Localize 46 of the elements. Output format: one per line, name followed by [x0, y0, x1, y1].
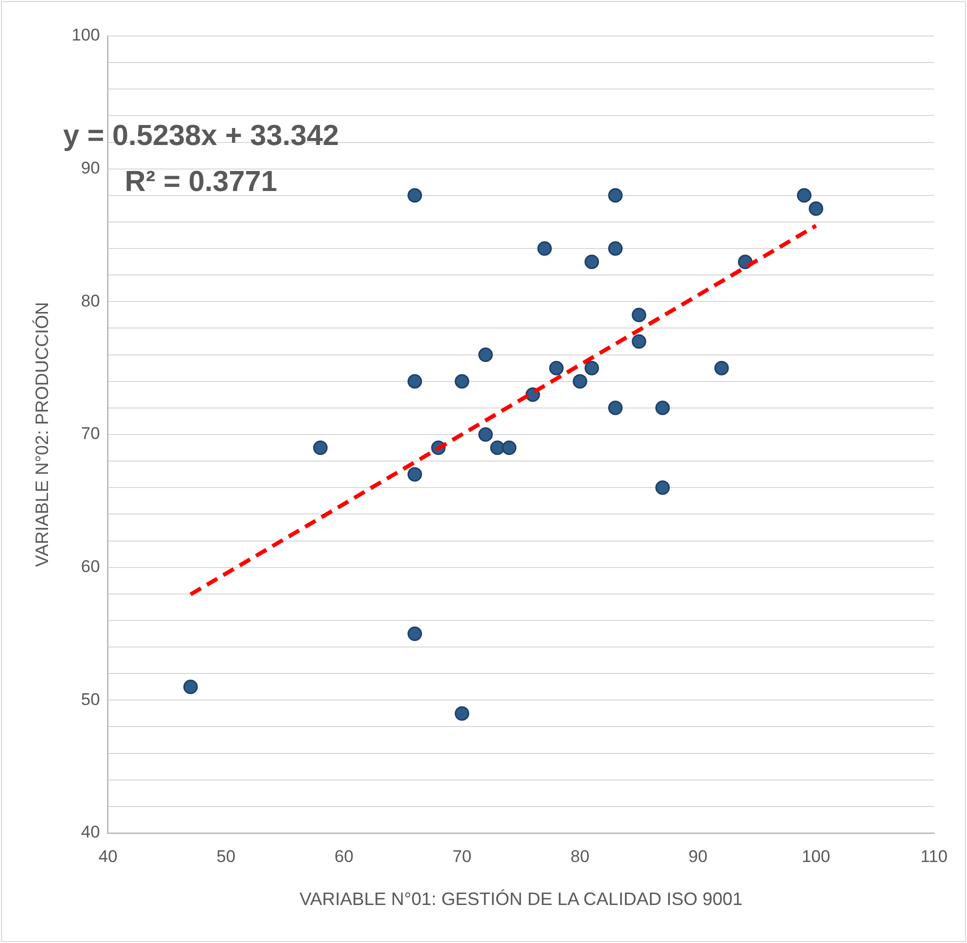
point	[408, 467, 422, 482]
point	[584, 254, 600, 270]
point	[714, 360, 729, 376]
y-axis-title: VARIABLE N°02: PRODUCCIÓN	[32, 302, 52, 567]
x-tick-label: 110	[920, 846, 948, 866]
x-tick-label: 40	[98, 846, 118, 866]
annotation: R² = 0.3771	[124, 166, 278, 198]
y-tick-label: 70	[81, 424, 100, 444]
y-tick-label: 50	[81, 690, 100, 709]
point	[502, 440, 516, 456]
point	[454, 706, 470, 721]
point	[490, 440, 505, 456]
x-tick-label: 50	[216, 846, 236, 866]
point	[796, 188, 812, 203]
y-tick-label: 90	[81, 158, 100, 178]
point	[584, 360, 600, 376]
x-tick-label: 90	[688, 846, 708, 866]
point	[408, 626, 422, 641]
point	[632, 334, 646, 349]
point	[454, 374, 470, 389]
y-tick-label: 80	[81, 291, 100, 310]
point	[572, 374, 588, 389]
point	[478, 427, 493, 442]
point	[655, 400, 670, 416]
point	[549, 360, 564, 376]
point	[808, 201, 824, 216]
point	[537, 241, 552, 256]
point	[408, 374, 422, 389]
y-tick-label: 100	[72, 26, 100, 45]
y-tick-label: 40	[81, 822, 100, 842]
point	[608, 188, 623, 203]
point	[608, 241, 623, 256]
point	[408, 188, 422, 203]
y-tick-label: 60	[81, 557, 100, 576]
point	[478, 348, 493, 362]
point	[608, 400, 623, 416]
point	[632, 308, 646, 322]
point	[183, 680, 198, 694]
x-axis-title: VARIABLE N°01: GESTIÓN DE LA CALIDAD ISO 9001	[299, 889, 743, 910]
x-tick-label: 80	[570, 846, 590, 866]
annotation: y = 0.5238x + 33.342	[63, 120, 339, 152]
x-tick-label: 60	[334, 846, 354, 866]
x-tick-label: 100	[802, 846, 830, 866]
x-tick-label: 70	[452, 846, 472, 866]
point	[313, 440, 328, 456]
point	[655, 480, 670, 495]
